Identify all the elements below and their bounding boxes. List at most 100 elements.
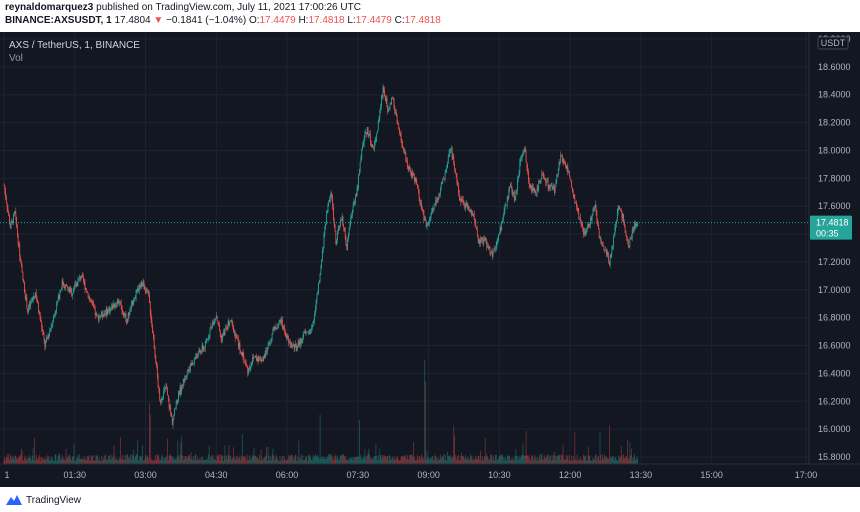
volume-bar xyxy=(136,454,138,464)
candle-body xyxy=(71,289,73,296)
candle-body xyxy=(186,375,187,377)
candle-body xyxy=(454,168,456,174)
candle-body xyxy=(360,156,362,162)
candle-body xyxy=(450,148,452,150)
candle-body xyxy=(25,297,27,299)
volume-bar xyxy=(52,459,54,464)
volume-bar xyxy=(77,454,79,464)
candle-body xyxy=(304,332,306,333)
volume-bar xyxy=(20,454,21,464)
candle-body xyxy=(27,308,28,313)
volume-bar xyxy=(168,456,170,464)
volume-bar xyxy=(529,460,531,464)
volume-bar xyxy=(199,458,201,464)
candle-body xyxy=(393,98,395,108)
candle-body xyxy=(105,313,106,316)
candle-body xyxy=(40,319,42,322)
volume-legend[interactable]: Vol xyxy=(9,53,23,64)
candle-body xyxy=(615,223,617,228)
volume-bar xyxy=(172,458,174,464)
candle-body xyxy=(408,167,410,169)
candle-body xyxy=(403,148,404,150)
volume-bar xyxy=(522,443,524,464)
candle-body xyxy=(104,313,106,314)
volume-bar xyxy=(392,456,393,464)
candle-body xyxy=(486,240,488,248)
candle-body xyxy=(84,282,86,290)
candle-body xyxy=(20,257,21,261)
volume-bar xyxy=(439,454,441,464)
candle-body xyxy=(289,341,290,343)
volume-bar xyxy=(528,457,530,464)
volume-bar xyxy=(458,454,459,464)
candle-body xyxy=(460,200,462,202)
volume-bar xyxy=(623,454,624,464)
candle-body xyxy=(402,143,404,149)
volume-bar xyxy=(54,454,56,464)
volume-bar xyxy=(264,456,266,464)
candle-body xyxy=(272,328,274,334)
volume-bar xyxy=(467,456,469,464)
currency-badge-box[interactable] xyxy=(817,36,849,50)
candle-body xyxy=(391,97,393,105)
volume-bar xyxy=(227,454,229,464)
candle-body xyxy=(301,341,303,343)
candle-body xyxy=(551,184,553,188)
volume-bar xyxy=(294,455,296,464)
volume-bar xyxy=(474,459,476,464)
candle-body xyxy=(253,356,255,358)
candle-body xyxy=(235,337,237,338)
candle-body xyxy=(193,358,195,364)
volume-bar xyxy=(92,454,94,464)
volume-bar xyxy=(332,458,334,464)
candle-body xyxy=(589,224,591,225)
time-axis[interactable]: 1 01:30 03:00 04:30 06:00 07:30 09:00 10:30 12:0… xyxy=(4,470,817,480)
volume-bar xyxy=(405,457,407,464)
time-tick-label: 10:30 xyxy=(488,470,511,480)
publisher-name[interactable]: reynaldomarquez3 xyxy=(5,2,94,13)
volume-bar xyxy=(28,454,30,464)
candle-body xyxy=(346,245,348,251)
high-label: H: xyxy=(298,15,309,26)
candle-body xyxy=(141,282,142,287)
candle-body xyxy=(419,199,421,204)
candle-body xyxy=(112,304,114,309)
volume-bar xyxy=(12,456,14,464)
volume-bar xyxy=(539,454,540,464)
price-chart[interactable]: 15.800016.000016.200016.400016.600016.80… xyxy=(0,32,860,487)
volume-bar xyxy=(261,457,263,464)
candle-body xyxy=(520,158,521,162)
candle-body xyxy=(448,153,450,157)
volume-bar xyxy=(232,457,234,464)
candle-body xyxy=(331,193,333,200)
candle-body xyxy=(445,172,447,174)
volume-bar xyxy=(553,454,555,464)
candle-body xyxy=(495,248,496,250)
volume-bar xyxy=(112,457,113,464)
volume-bar xyxy=(299,457,301,464)
chart-area[interactable]: 15.8000 16.0000 16.2000 16.4000 16.6000 16.80… xyxy=(0,32,860,487)
volume-bar xyxy=(432,459,434,464)
volume-bar xyxy=(293,457,295,464)
candle-body xyxy=(557,174,558,176)
volume-bar xyxy=(145,455,146,464)
tradingview-footer[interactable]: TradingView xyxy=(5,492,81,508)
down-arrow-icon: ▼ xyxy=(153,15,164,26)
volume-bar xyxy=(330,456,332,464)
volume-bar xyxy=(105,459,107,464)
candle-body xyxy=(594,204,596,208)
candle-body xyxy=(435,200,437,205)
volume-bar xyxy=(252,456,254,464)
volume-bar xyxy=(296,460,297,464)
volume-bar xyxy=(50,456,52,464)
volume-bar xyxy=(270,456,271,464)
volume-bar xyxy=(321,456,323,464)
candle-body xyxy=(364,133,366,139)
volume-bar xyxy=(131,454,133,464)
chart-legend-title[interactable]: AXS / TetherUS, 1, BINANCE xyxy=(9,40,140,51)
candlesticks[interactable] xyxy=(3,84,639,429)
candle-body xyxy=(473,213,475,220)
candle-body xyxy=(520,157,522,159)
volume-bar xyxy=(142,460,144,464)
candle-body xyxy=(204,342,206,348)
